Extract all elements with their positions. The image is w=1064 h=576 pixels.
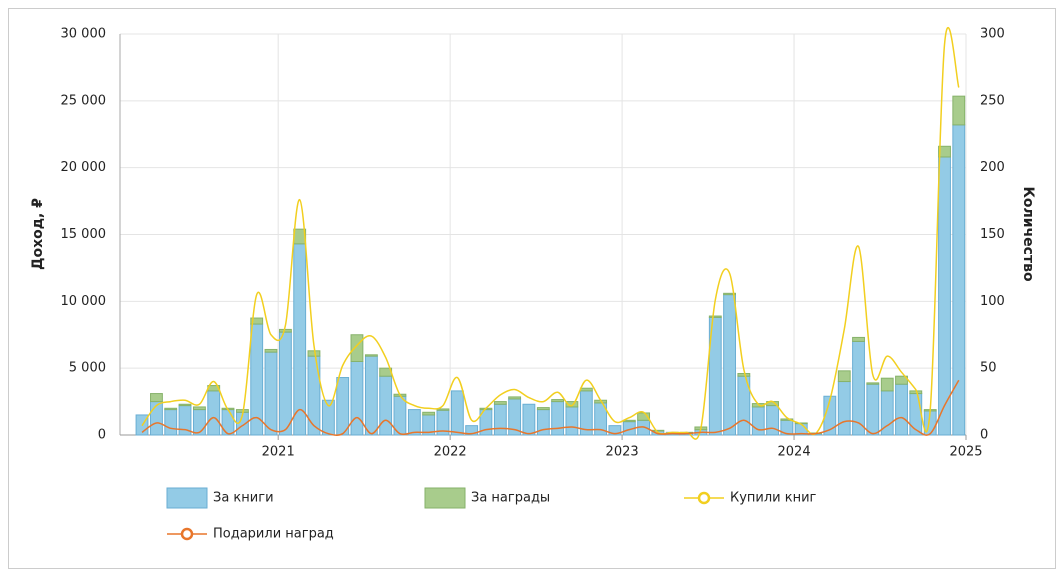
bar <box>150 393 163 403</box>
bar <box>723 294 736 436</box>
y2-tick-label: 0 <box>980 428 988 443</box>
bar <box>852 336 865 342</box>
y2-tick-label: 50 <box>980 361 997 376</box>
bar <box>350 360 364 436</box>
y-tick-label: 5 000 <box>69 361 106 376</box>
y-tick-label: 30 000 <box>61 27 107 42</box>
bar <box>751 406 765 436</box>
bar <box>551 399 565 403</box>
bar <box>938 156 951 436</box>
bar <box>493 401 507 405</box>
bar <box>250 317 264 325</box>
legend-marker <box>697 491 711 505</box>
x-tick-label: 2025 <box>949 445 982 460</box>
bar <box>407 409 421 436</box>
line <box>141 26 960 440</box>
bar <box>264 348 278 353</box>
bar <box>321 399 335 436</box>
y-tick-label: 15 000 <box>61 227 107 242</box>
y2-tick-label: 300 <box>980 27 1005 42</box>
bar <box>565 401 579 408</box>
bar <box>837 370 851 383</box>
x-tick-label: 2023 <box>606 445 639 460</box>
bar <box>780 418 794 421</box>
bar <box>465 425 479 436</box>
bar <box>938 145 951 158</box>
bar <box>766 405 779 436</box>
y-tick-label: 0 <box>98 428 106 443</box>
line <box>141 379 960 436</box>
bar <box>866 382 880 385</box>
bar <box>823 395 837 436</box>
bar <box>307 350 321 357</box>
bar <box>622 419 636 423</box>
bar <box>379 375 393 436</box>
legend-label: Купили книг <box>730 491 817 506</box>
bar <box>264 351 278 436</box>
bar <box>708 315 722 318</box>
y-tick-label: 25 000 <box>61 93 107 108</box>
bar <box>193 406 206 411</box>
bar <box>522 403 536 436</box>
bar <box>278 331 292 436</box>
bar <box>293 243 307 436</box>
legend-label: За награды <box>471 491 550 506</box>
y2-tick-label: 100 <box>980 294 1005 309</box>
bar <box>536 407 550 411</box>
y-axis-title: Доход, ₽ <box>30 198 46 270</box>
bar <box>651 429 665 432</box>
x-tick-label: 2022 <box>434 445 467 460</box>
bar <box>866 383 880 436</box>
bar <box>508 396 522 400</box>
legend-swatch <box>424 487 466 509</box>
bar <box>164 409 178 436</box>
legend-label: За книги <box>213 491 274 506</box>
bar <box>579 387 593 392</box>
frame <box>8 8 1056 569</box>
bar <box>551 401 565 436</box>
bar <box>837 381 851 436</box>
y-tick-label: 20 000 <box>61 160 107 175</box>
bar <box>207 390 221 436</box>
bar <box>350 334 364 362</box>
y2-axis-title: Количество <box>1020 186 1036 282</box>
legend-label: Подарили наград <box>213 527 334 542</box>
bar <box>880 377 894 392</box>
bar <box>565 406 579 436</box>
bar <box>364 354 378 357</box>
y2-tick-label: 150 <box>980 227 1005 242</box>
y2-tick-label: 200 <box>980 160 1005 175</box>
bar <box>493 403 507 436</box>
bar <box>608 425 622 436</box>
bar <box>737 373 751 377</box>
legend-swatch <box>166 487 208 509</box>
bar <box>336 377 350 436</box>
bar <box>422 411 436 416</box>
bar <box>952 95 966 126</box>
y2-tick-label: 250 <box>980 93 1005 108</box>
bar <box>193 409 206 436</box>
y-tick-label: 10 000 <box>61 294 107 309</box>
bar <box>178 403 192 407</box>
bar <box>723 292 736 296</box>
bar <box>895 383 908 436</box>
bar <box>278 328 292 333</box>
bar <box>450 390 464 436</box>
bar <box>364 355 378 436</box>
x-tick-label: 2021 <box>262 445 295 460</box>
legend-marker <box>180 527 194 541</box>
bar <box>221 409 235 436</box>
bar <box>164 407 178 411</box>
bar <box>909 390 923 395</box>
bar <box>436 408 450 411</box>
x-tick-label: 2024 <box>778 445 811 460</box>
